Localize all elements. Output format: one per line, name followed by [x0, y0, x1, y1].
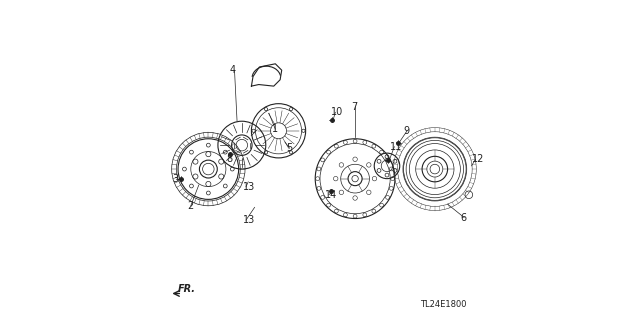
Text: 3: 3: [173, 174, 179, 184]
Text: 6: 6: [460, 212, 467, 223]
Text: 8: 8: [226, 153, 232, 164]
Text: TL24E1800: TL24E1800: [420, 300, 467, 309]
Text: 4: 4: [229, 65, 236, 75]
Text: FR.: FR.: [178, 284, 196, 294]
Text: 11: 11: [390, 142, 403, 152]
Text: 14: 14: [324, 189, 337, 200]
Text: 13: 13: [243, 215, 255, 225]
Text: 5: 5: [287, 143, 292, 153]
Text: 12: 12: [472, 154, 484, 165]
Text: 1: 1: [271, 124, 278, 134]
Text: 7: 7: [351, 102, 358, 112]
Text: 2: 2: [187, 201, 193, 211]
Text: 10: 10: [331, 107, 344, 117]
Text: 9: 9: [403, 126, 409, 136]
Text: 13: 13: [243, 182, 255, 192]
